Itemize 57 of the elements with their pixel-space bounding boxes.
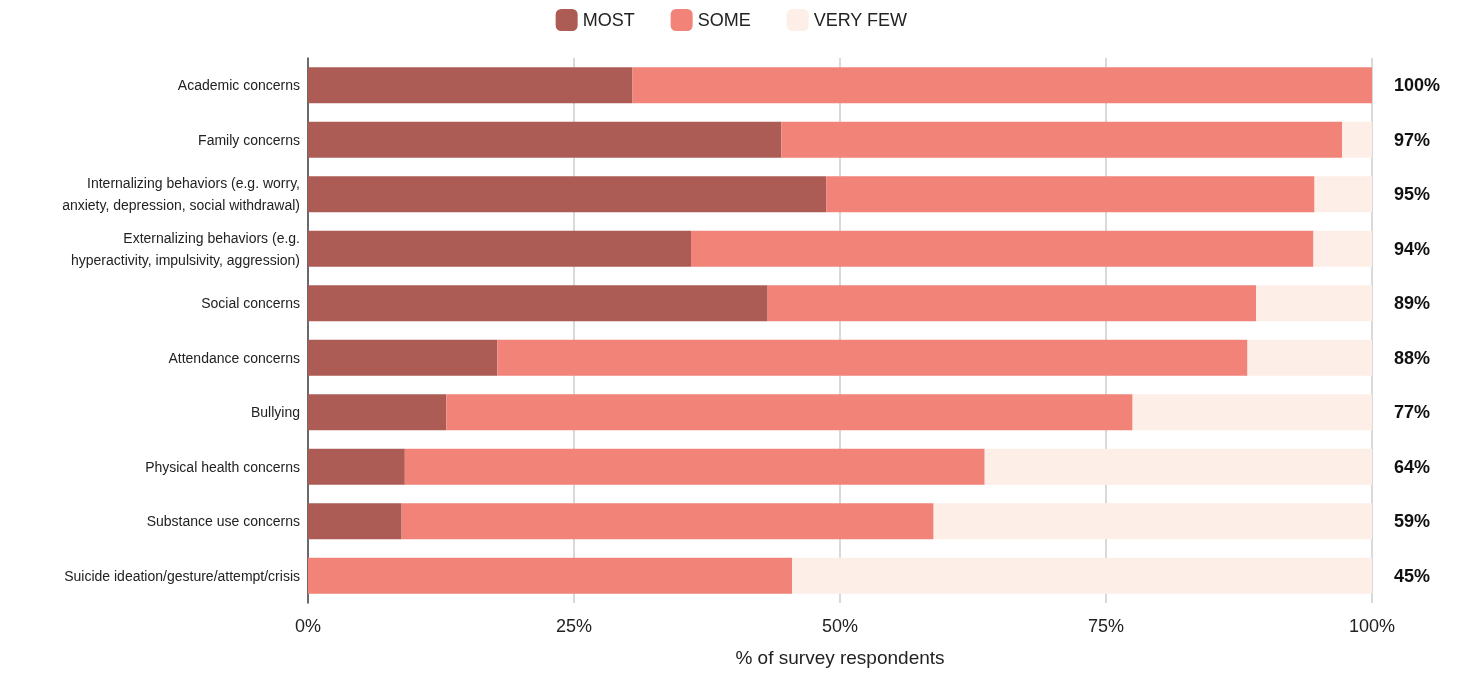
bar: [632, 67, 1372, 104]
legend-label: MOST: [582, 10, 635, 30]
y-tick-label: Externalizing behaviors (e.g. hyperactivity, impulsivity, aggression): [70, 229, 300, 268]
bar: [308, 394, 447, 431]
text: 89%: [1394, 293, 1431, 314]
bar: [308, 67, 633, 104]
bar: [446, 394, 1133, 431]
y-tick-label: Attendance concerns: [168, 349, 300, 366]
bar: [308, 285, 768, 322]
y-tick-label: Social concerns: [201, 295, 300, 312]
bar: [1132, 394, 1372, 431]
x-tick-label: 100%: [1348, 616, 1396, 636]
x-tick-label: 25%: [555, 616, 593, 636]
text: 100%: [1394, 75, 1441, 96]
bar: [1256, 285, 1372, 322]
text: 77%: [1394, 402, 1431, 423]
bar: [1247, 339, 1372, 376]
bar: [308, 176, 827, 213]
text: 64%: [1394, 456, 1431, 477]
bar: [308, 339, 498, 376]
y-tick-label: Bullying: [250, 404, 300, 421]
bar: [308, 503, 402, 540]
text: 97%: [1394, 129, 1431, 150]
bar: [781, 121, 1343, 158]
x-tick-label: 0%: [294, 616, 322, 636]
y-tick-label: Family concerns: [198, 131, 300, 148]
y-tick-label: Substance use concerns: [146, 513, 300, 530]
bar: [792, 557, 1372, 594]
bar: [308, 121, 782, 158]
bar: [767, 285, 1257, 322]
bar: [308, 557, 793, 594]
bar: [497, 339, 1248, 376]
legend-label: VERY FEW: [813, 10, 908, 30]
x-axis-title: % of survey respondents: [735, 647, 945, 668]
text: 94%: [1394, 238, 1431, 259]
y-tick-label: Internalizing behaviors (e.g. worry, anxiety, depression, social withdrawal): [62, 175, 300, 214]
y-tick-label: Physical health concerns: [145, 458, 300, 475]
bar: [1313, 230, 1372, 267]
text: 59%: [1394, 511, 1431, 532]
text: 95%: [1394, 184, 1431, 205]
bar: [401, 503, 934, 540]
bar: [933, 503, 1372, 540]
bar: [826, 176, 1315, 213]
legend-label: SOME: [697, 10, 751, 30]
bar: [691, 230, 1314, 267]
y-tick-label: Academic concerns: [177, 77, 300, 94]
bar: [984, 448, 1372, 485]
bar: [404, 448, 985, 485]
bar: [308, 230, 692, 267]
text: 88%: [1394, 347, 1431, 368]
x-tick-label: 75%: [1087, 616, 1125, 636]
bar: [1314, 176, 1372, 213]
bar: [1342, 121, 1372, 158]
bar: [308, 448, 405, 485]
text: 45%: [1394, 565, 1431, 586]
y-tick-label: Suicide ideation/gesture/attempt/crisis: [64, 567, 300, 584]
x-tick-label: 50%: [821, 616, 859, 636]
